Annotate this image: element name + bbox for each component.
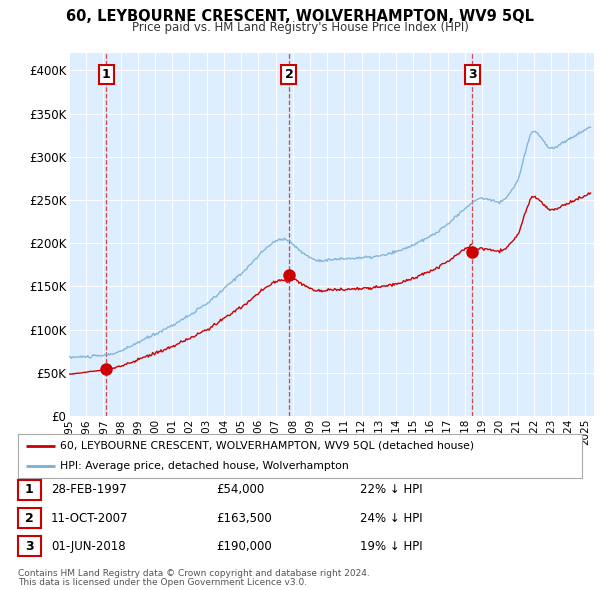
- Text: 1: 1: [25, 483, 34, 496]
- Text: 22% ↓ HPI: 22% ↓ HPI: [360, 483, 422, 496]
- Text: 2: 2: [284, 68, 293, 81]
- Text: 3: 3: [25, 540, 34, 553]
- Text: Price paid vs. HM Land Registry's House Price Index (HPI): Price paid vs. HM Land Registry's House …: [131, 21, 469, 34]
- Text: 3: 3: [468, 68, 476, 81]
- Text: 60, LEYBOURNE CRESCENT, WOLVERHAMPTON, WV9 5QL: 60, LEYBOURNE CRESCENT, WOLVERHAMPTON, W…: [66, 9, 534, 24]
- Text: This data is licensed under the Open Government Licence v3.0.: This data is licensed under the Open Gov…: [18, 578, 307, 588]
- Text: £190,000: £190,000: [216, 540, 272, 553]
- Text: Contains HM Land Registry data © Crown copyright and database right 2024.: Contains HM Land Registry data © Crown c…: [18, 569, 370, 578]
- Text: 24% ↓ HPI: 24% ↓ HPI: [360, 512, 422, 525]
- Text: £163,500: £163,500: [216, 512, 272, 525]
- Text: 11-OCT-2007: 11-OCT-2007: [51, 512, 128, 525]
- Text: 19% ↓ HPI: 19% ↓ HPI: [360, 540, 422, 553]
- Text: 01-JUN-2018: 01-JUN-2018: [51, 540, 125, 553]
- Text: 2: 2: [25, 512, 34, 525]
- Text: HPI: Average price, detached house, Wolverhampton: HPI: Average price, detached house, Wolv…: [60, 461, 349, 471]
- Text: £54,000: £54,000: [216, 483, 264, 496]
- Text: 60, LEYBOURNE CRESCENT, WOLVERHAMPTON, WV9 5QL (detached house): 60, LEYBOURNE CRESCENT, WOLVERHAMPTON, W…: [60, 441, 475, 451]
- Text: 28-FEB-1997: 28-FEB-1997: [51, 483, 127, 496]
- Text: 1: 1: [101, 68, 110, 81]
